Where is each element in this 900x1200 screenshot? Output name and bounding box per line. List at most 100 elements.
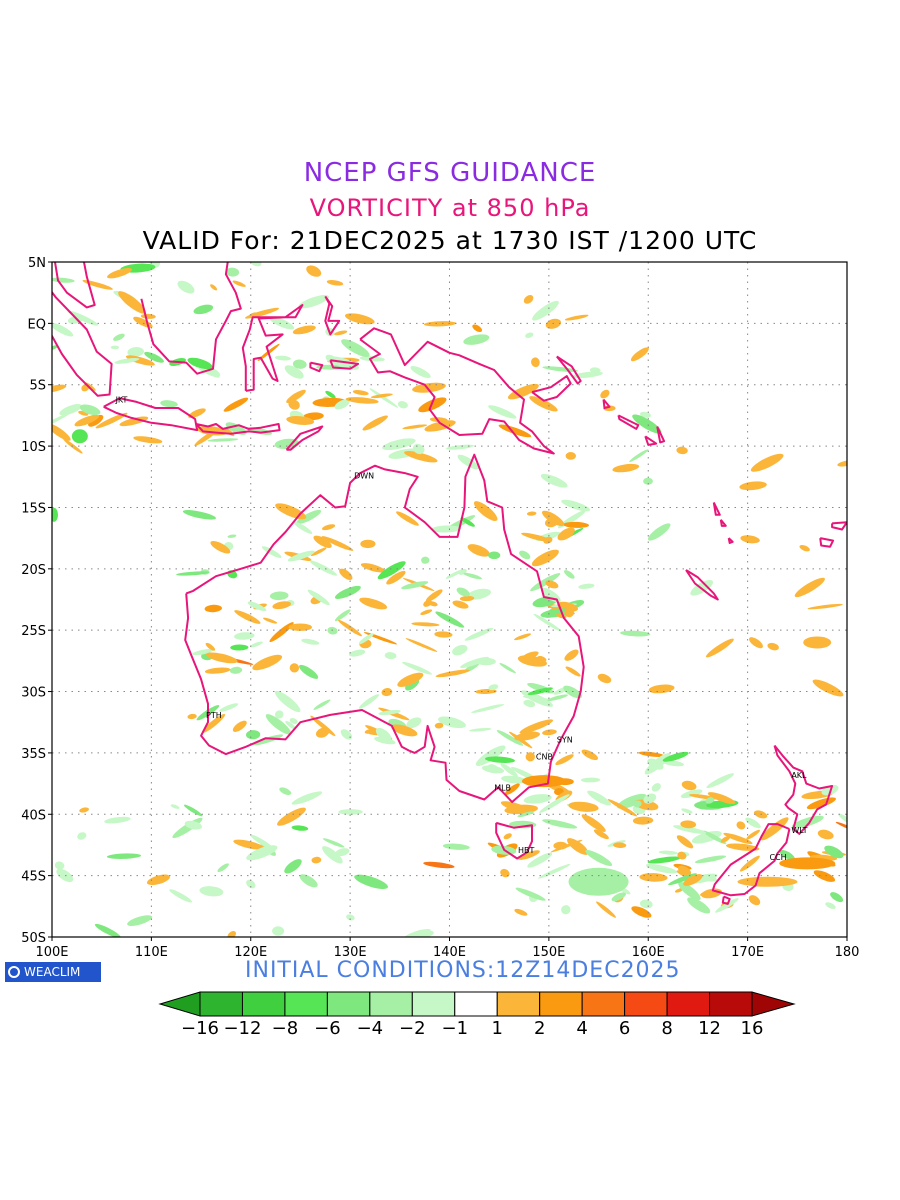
- vorticity-streak: [230, 644, 249, 651]
- vorticity-streak: [499, 663, 516, 674]
- vorticity-streak: [529, 396, 558, 412]
- vorticity-streak: [311, 856, 322, 864]
- vorticity-streak: [676, 446, 688, 455]
- city-label: SYN: [557, 735, 573, 744]
- vorticity-streak: [481, 765, 505, 774]
- vorticity-streak: [348, 649, 366, 657]
- vorticity-streak: [184, 820, 202, 830]
- vorticity-streak: [463, 334, 490, 345]
- vorticity-streak: [229, 666, 243, 674]
- vorticity-streak: [82, 280, 113, 290]
- vorticity-streak: [298, 295, 329, 309]
- vorticity-streak: [578, 583, 595, 589]
- vorticity-streak: [370, 393, 393, 399]
- coastline: [712, 502, 721, 516]
- vorticity-streak: [794, 577, 825, 598]
- vorticity-streak: [321, 536, 354, 551]
- city-label: PTH: [206, 711, 222, 720]
- vorticity-streak: [677, 851, 687, 860]
- vorticity-streak: [104, 816, 131, 824]
- vorticity-streak: [182, 510, 216, 520]
- vorticity-streak: [261, 546, 282, 558]
- vorticity-streak: [467, 544, 490, 557]
- vorticity-streak: [503, 833, 512, 840]
- vorticity-streak: [475, 657, 496, 666]
- vorticity-streak: [581, 749, 599, 761]
- coastline: [329, 359, 360, 370]
- vorticity-streak: [94, 923, 121, 937]
- vorticity-streak: [246, 845, 278, 861]
- vorticity-streak: [745, 817, 761, 829]
- vorticity-streak: [227, 534, 237, 538]
- vorticity-streak: [322, 838, 345, 848]
- vorticity-streak: [52, 384, 67, 393]
- chart-title: NCEP GFS GUIDANCE: [303, 158, 597, 188]
- vorticity-streak: [838, 813, 847, 825]
- vorticity-streak: [133, 436, 163, 444]
- vorticity-streak: [292, 325, 316, 335]
- vorticity-streak: [539, 794, 570, 813]
- vorticity-streak: [274, 690, 301, 713]
- lon-label: 180: [835, 945, 860, 960]
- vorticity-streak: [341, 339, 370, 357]
- vorticity-streak: [533, 613, 562, 632]
- vorticity-streak: [750, 453, 784, 472]
- colorbar-box: [411, 991, 456, 1017]
- lat-label: 25S: [21, 624, 46, 639]
- vorticity-streak: [531, 549, 559, 567]
- vorticity-streak: [246, 730, 261, 740]
- vorticity-streak: [410, 366, 431, 378]
- vorticity-streak: [234, 610, 261, 624]
- vorticity-streak: [620, 630, 651, 637]
- lat-label: 30S: [21, 686, 46, 701]
- vorticity-streak: [192, 649, 214, 656]
- coastline: [656, 426, 666, 444]
- colorbar-arrow-right: [751, 991, 796, 1017]
- colorbar-box: [666, 991, 711, 1017]
- vorticity-streak: [813, 870, 836, 882]
- coastline: [52, 290, 113, 397]
- coastline: [53, 262, 96, 309]
- vorticity-streak: [79, 807, 90, 813]
- vorticity-streak: [498, 424, 532, 438]
- colorbar-box: [624, 991, 668, 1017]
- vorticity-streak: [291, 791, 323, 805]
- lon-label: 140E: [433, 945, 466, 960]
- vorticity-streak: [542, 510, 565, 527]
- vorticity-streak: [677, 865, 692, 876]
- vorticity-streak: [344, 313, 375, 325]
- vorticity-streak: [375, 727, 392, 742]
- logo-text: WEACLIM: [24, 965, 81, 979]
- initial-conditions: INITIAL CONDITIONS:12Z14DEC2025: [245, 958, 681, 983]
- vorticity-streak: [514, 908, 528, 916]
- vorticity-streak: [170, 804, 180, 809]
- coastline: [309, 361, 324, 373]
- vorticity-streak: [687, 897, 711, 914]
- vorticity-streak: [253, 734, 284, 746]
- city-label: DWN: [354, 472, 374, 481]
- vorticity-streak: [219, 703, 239, 712]
- vorticity-streak: [127, 347, 144, 357]
- colorbar-label: −6: [314, 1018, 341, 1039]
- vorticity-streak: [334, 609, 351, 622]
- vorticity-streak: [681, 808, 693, 814]
- vorticity-streak: [340, 729, 353, 740]
- vorticity-streak: [79, 404, 101, 416]
- vorticity-streak: [565, 451, 576, 460]
- vorticity-streak: [322, 846, 343, 864]
- vorticity-streak: [352, 390, 369, 396]
- vorticity-streak: [234, 632, 255, 640]
- vorticity-streak: [52, 277, 75, 283]
- vorticity-streak: [607, 799, 638, 817]
- coastline: [602, 398, 611, 409]
- coastline: [721, 895, 731, 905]
- coastline: [819, 537, 835, 548]
- lat-label: 20S: [21, 563, 46, 578]
- colorbar-label: 12: [698, 1018, 721, 1039]
- vorticity-streak: [247, 601, 267, 612]
- vorticity-streak: [118, 291, 146, 314]
- vorticity-streak: [767, 642, 779, 651]
- vorticity-streak: [119, 416, 149, 427]
- vorticity-streak: [676, 835, 694, 849]
- vorticity-streak: [691, 831, 722, 844]
